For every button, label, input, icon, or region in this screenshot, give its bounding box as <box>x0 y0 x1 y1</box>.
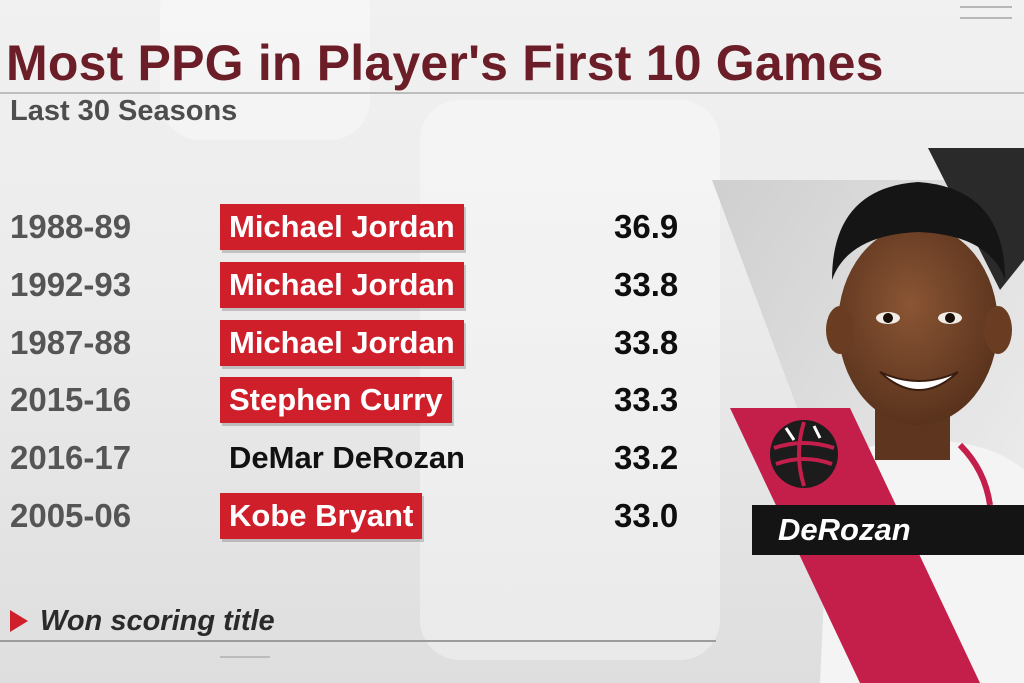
table-row: 2005-06 Kobe Bryant 33.0 <box>0 493 700 541</box>
ppg-value: 33.0 <box>614 497 679 534</box>
season-label: 1992-93 <box>10 266 132 303</box>
table-row: 1987-88 Michael Jordan 33.8 <box>0 320 700 368</box>
player-name-highlighted: Michael Jordan <box>220 262 464 308</box>
background-shape <box>160 0 370 140</box>
background-shape <box>420 100 720 660</box>
player-name-highlighted: Kobe Bryant <box>220 493 423 539</box>
season-label: 2016-17 <box>10 439 132 476</box>
season-label: 2005-06 <box>10 497 132 534</box>
menu-lines-icon <box>960 6 1012 28</box>
ppg-value: 33.3 <box>614 381 679 418</box>
table-row: 1988-89 Michael Jordan 36.9 <box>0 204 700 252</box>
player-name-highlighted: Michael Jordan <box>220 204 464 250</box>
ppg-value: 36.9 <box>614 208 679 245</box>
legend-label: Won scoring title <box>40 605 275 637</box>
player-photo <box>712 148 1024 683</box>
ppg-value: 33.8 <box>614 324 679 361</box>
player-photo-panel <box>700 140 1024 683</box>
season-label: 1987-88 <box>10 324 132 361</box>
graphic-title: Most PPG in Player's First 10 Games <box>6 35 884 91</box>
footer-divider-short <box>220 656 270 658</box>
ppg-value: 33.8 <box>614 266 679 303</box>
graphic-subtitle: Last 30 Seasons <box>10 95 238 127</box>
player-name-bar <box>752 505 1024 555</box>
header-divider <box>0 92 1024 94</box>
table-row: 2016-17 DeMar DeRozan 33.2 <box>0 435 700 483</box>
player-name-highlighted: Stephen Curry <box>220 377 452 423</box>
footer-divider <box>0 640 716 642</box>
table-row: 2015-16 Stephen Curry 33.3 <box>0 377 700 425</box>
season-label: 1988-89 <box>10 208 132 245</box>
player-name-highlighted: Michael Jordan <box>220 320 464 366</box>
red-triangle-icon <box>10 610 28 632</box>
season-label: 2015-16 <box>10 381 132 418</box>
raptors-basketball-logo-icon <box>770 420 838 488</box>
player-name-label: DeRozan <box>778 512 911 547</box>
ppg-value: 33.2 <box>614 439 679 476</box>
table-row: 1992-93 Michael Jordan 33.8 <box>0 262 700 310</box>
player-name: DeMar DeRozan <box>229 440 465 475</box>
